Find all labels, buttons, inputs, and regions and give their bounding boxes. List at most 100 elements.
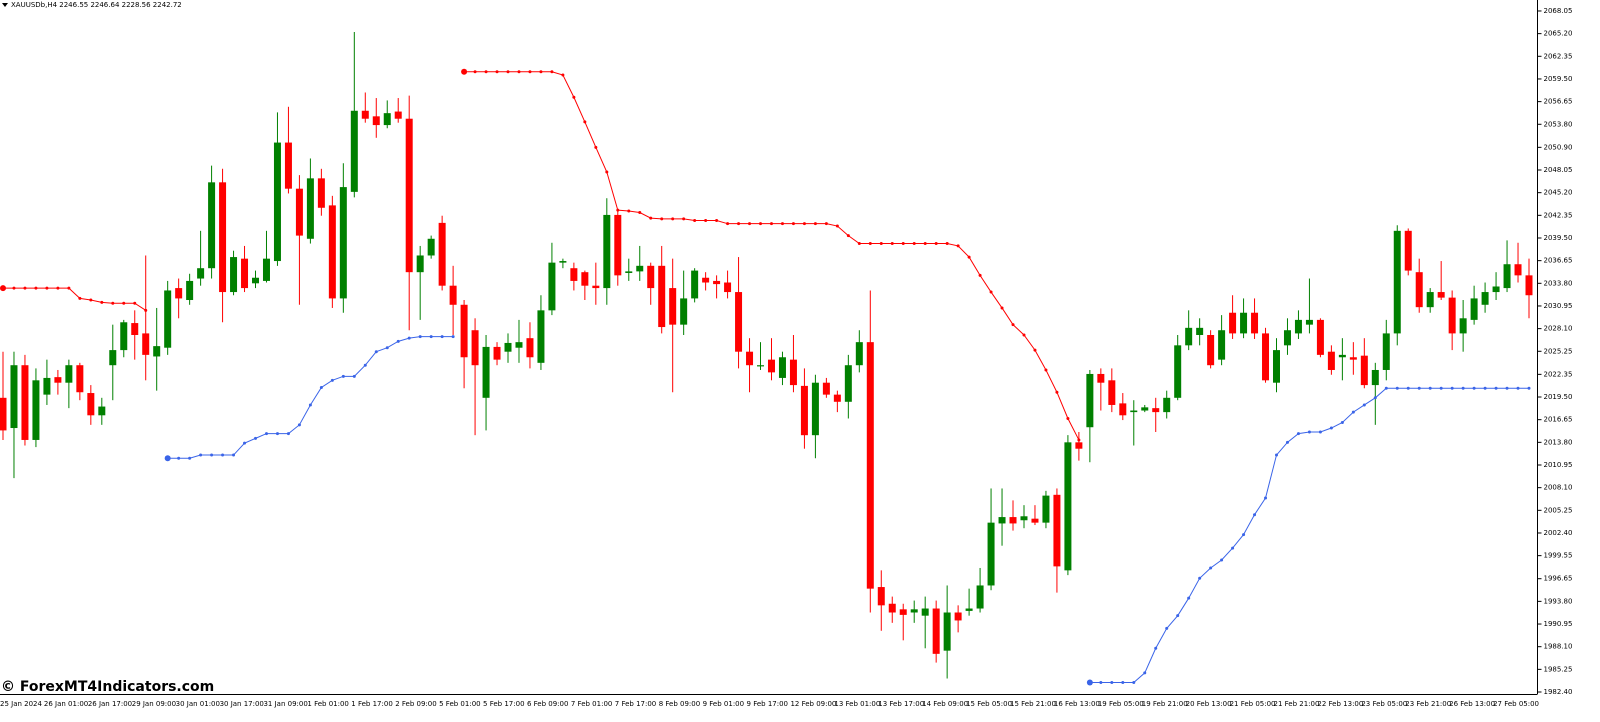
candle-body xyxy=(361,110,369,119)
indicator-dot xyxy=(813,222,817,226)
candle-body xyxy=(636,265,644,272)
y-tick-label: 2068.05 xyxy=(1544,7,1573,15)
x-tick-label: 7 Feb 17:00 xyxy=(615,700,656,708)
candle-body xyxy=(1360,355,1368,386)
indicator-dot xyxy=(1077,438,1081,442)
indicator-dot xyxy=(199,453,203,457)
candle-body xyxy=(998,517,1006,524)
candle-body xyxy=(603,214,611,289)
candle-body xyxy=(1097,373,1105,383)
y-tick-label: 2010.95 xyxy=(1544,461,1573,469)
indicator-dot xyxy=(1307,430,1311,434)
indicator-dot xyxy=(638,211,642,215)
indicator-dot xyxy=(330,378,334,382)
candle-body xyxy=(1163,397,1171,413)
indicator-dot xyxy=(1099,680,1103,684)
indicator-dot xyxy=(429,335,433,339)
indicator-dot xyxy=(748,222,752,226)
x-tick-label: 5 Feb 01:00 xyxy=(439,700,480,708)
indicator-dot xyxy=(23,286,27,290)
candle-body xyxy=(186,280,194,301)
candle-body xyxy=(1141,407,1149,411)
candle-body xyxy=(241,258,249,289)
candle-body xyxy=(1218,330,1226,360)
candle-body xyxy=(1229,312,1237,334)
x-tick-label: 13 Feb 17:00 xyxy=(878,700,924,708)
candle-body xyxy=(515,342,523,348)
x-tick-label: 29 Jan 09:00 xyxy=(132,700,176,708)
y-tick-label: 2033.80 xyxy=(1544,279,1573,287)
candle-body xyxy=(888,603,896,613)
indicator-dot xyxy=(363,363,367,367)
candle-body xyxy=(1338,354,1346,358)
candle-body xyxy=(1503,264,1511,289)
y-tick-label: 1990.95 xyxy=(1544,620,1573,628)
indicator-dot xyxy=(0,285,6,292)
x-tick-label: 22 Feb 13:00 xyxy=(1317,700,1363,708)
indicator-dot xyxy=(1165,626,1169,630)
indicator-dot xyxy=(473,70,477,74)
indicator-dot xyxy=(890,242,894,246)
candle-body xyxy=(669,288,677,325)
candle-body xyxy=(1119,403,1127,416)
candle-body xyxy=(460,304,468,358)
chart-title: XAUUSDb,H4 2246.55 2246.64 2228.56 2242.… xyxy=(11,1,182,9)
indicator-dot xyxy=(835,224,839,228)
candle-body xyxy=(1470,298,1478,320)
candle-body xyxy=(1152,408,1160,413)
candle-body xyxy=(702,277,710,283)
y-tick-label: 2005.25 xyxy=(1544,506,1573,514)
candle-body xyxy=(21,365,29,440)
candle-body xyxy=(647,265,655,289)
y-tick-label: 1982.40 xyxy=(1544,688,1573,696)
y-tick-label: 1996.65 xyxy=(1544,575,1573,583)
candle-body xyxy=(1009,517,1017,524)
indicator-dot xyxy=(1033,348,1037,352)
y-tick-label: 1985.25 xyxy=(1544,665,1573,673)
indicator-dot xyxy=(583,120,587,124)
y-tick-label: 1988.10 xyxy=(1544,643,1573,651)
candle-body xyxy=(724,282,732,293)
candle-body xyxy=(164,290,172,348)
indicator-dot xyxy=(45,286,49,290)
indicator-dot xyxy=(682,217,686,221)
indicator-dot xyxy=(133,301,137,305)
candle-body xyxy=(1294,319,1302,334)
indicator-dot xyxy=(1516,386,1520,390)
candle-body xyxy=(943,612,951,651)
candle-body xyxy=(1020,516,1028,521)
indicator-dot xyxy=(539,70,543,74)
indicator-dot xyxy=(308,403,312,407)
x-tick-label: 2 Feb 09:00 xyxy=(395,700,436,708)
indicator-dot xyxy=(144,308,148,312)
x-tick-label: 21 Feb 05:00 xyxy=(1230,700,1276,708)
y-tick-label: 2053.80 xyxy=(1544,120,1573,128)
candle-body xyxy=(482,346,490,398)
candle-body xyxy=(1042,495,1050,523)
indicator-dot xyxy=(1318,430,1322,434)
indicator-dot xyxy=(243,441,247,445)
candle-body xyxy=(405,118,413,273)
indicator-dot xyxy=(791,222,795,226)
candle-body xyxy=(175,288,183,299)
candle-body xyxy=(877,587,885,606)
x-tick-label: 15 Feb 05:00 xyxy=(966,700,1012,708)
candle-body xyxy=(284,142,292,189)
y-tick-label: 2048.05 xyxy=(1544,166,1573,174)
x-tick-label: 20 Feb 13:00 xyxy=(1186,700,1232,708)
y-tick-label: 2042.35 xyxy=(1544,211,1573,219)
indicator-dot xyxy=(561,73,565,77)
candle-body xyxy=(1086,373,1094,428)
indicator-dot xyxy=(660,217,664,221)
x-tick-label: 31 Jan 09:00 xyxy=(263,700,307,708)
indicator-dot xyxy=(671,217,675,221)
indicator-dot xyxy=(67,286,71,290)
indicator-dot xyxy=(1450,386,1454,390)
indicator-dot xyxy=(100,300,104,304)
x-tick-label: 15 Feb 21:00 xyxy=(1010,700,1056,708)
candle-body xyxy=(932,608,940,654)
indicator-dot xyxy=(1264,496,1268,500)
candle-body xyxy=(1448,297,1456,334)
indicator-dot xyxy=(275,432,279,436)
